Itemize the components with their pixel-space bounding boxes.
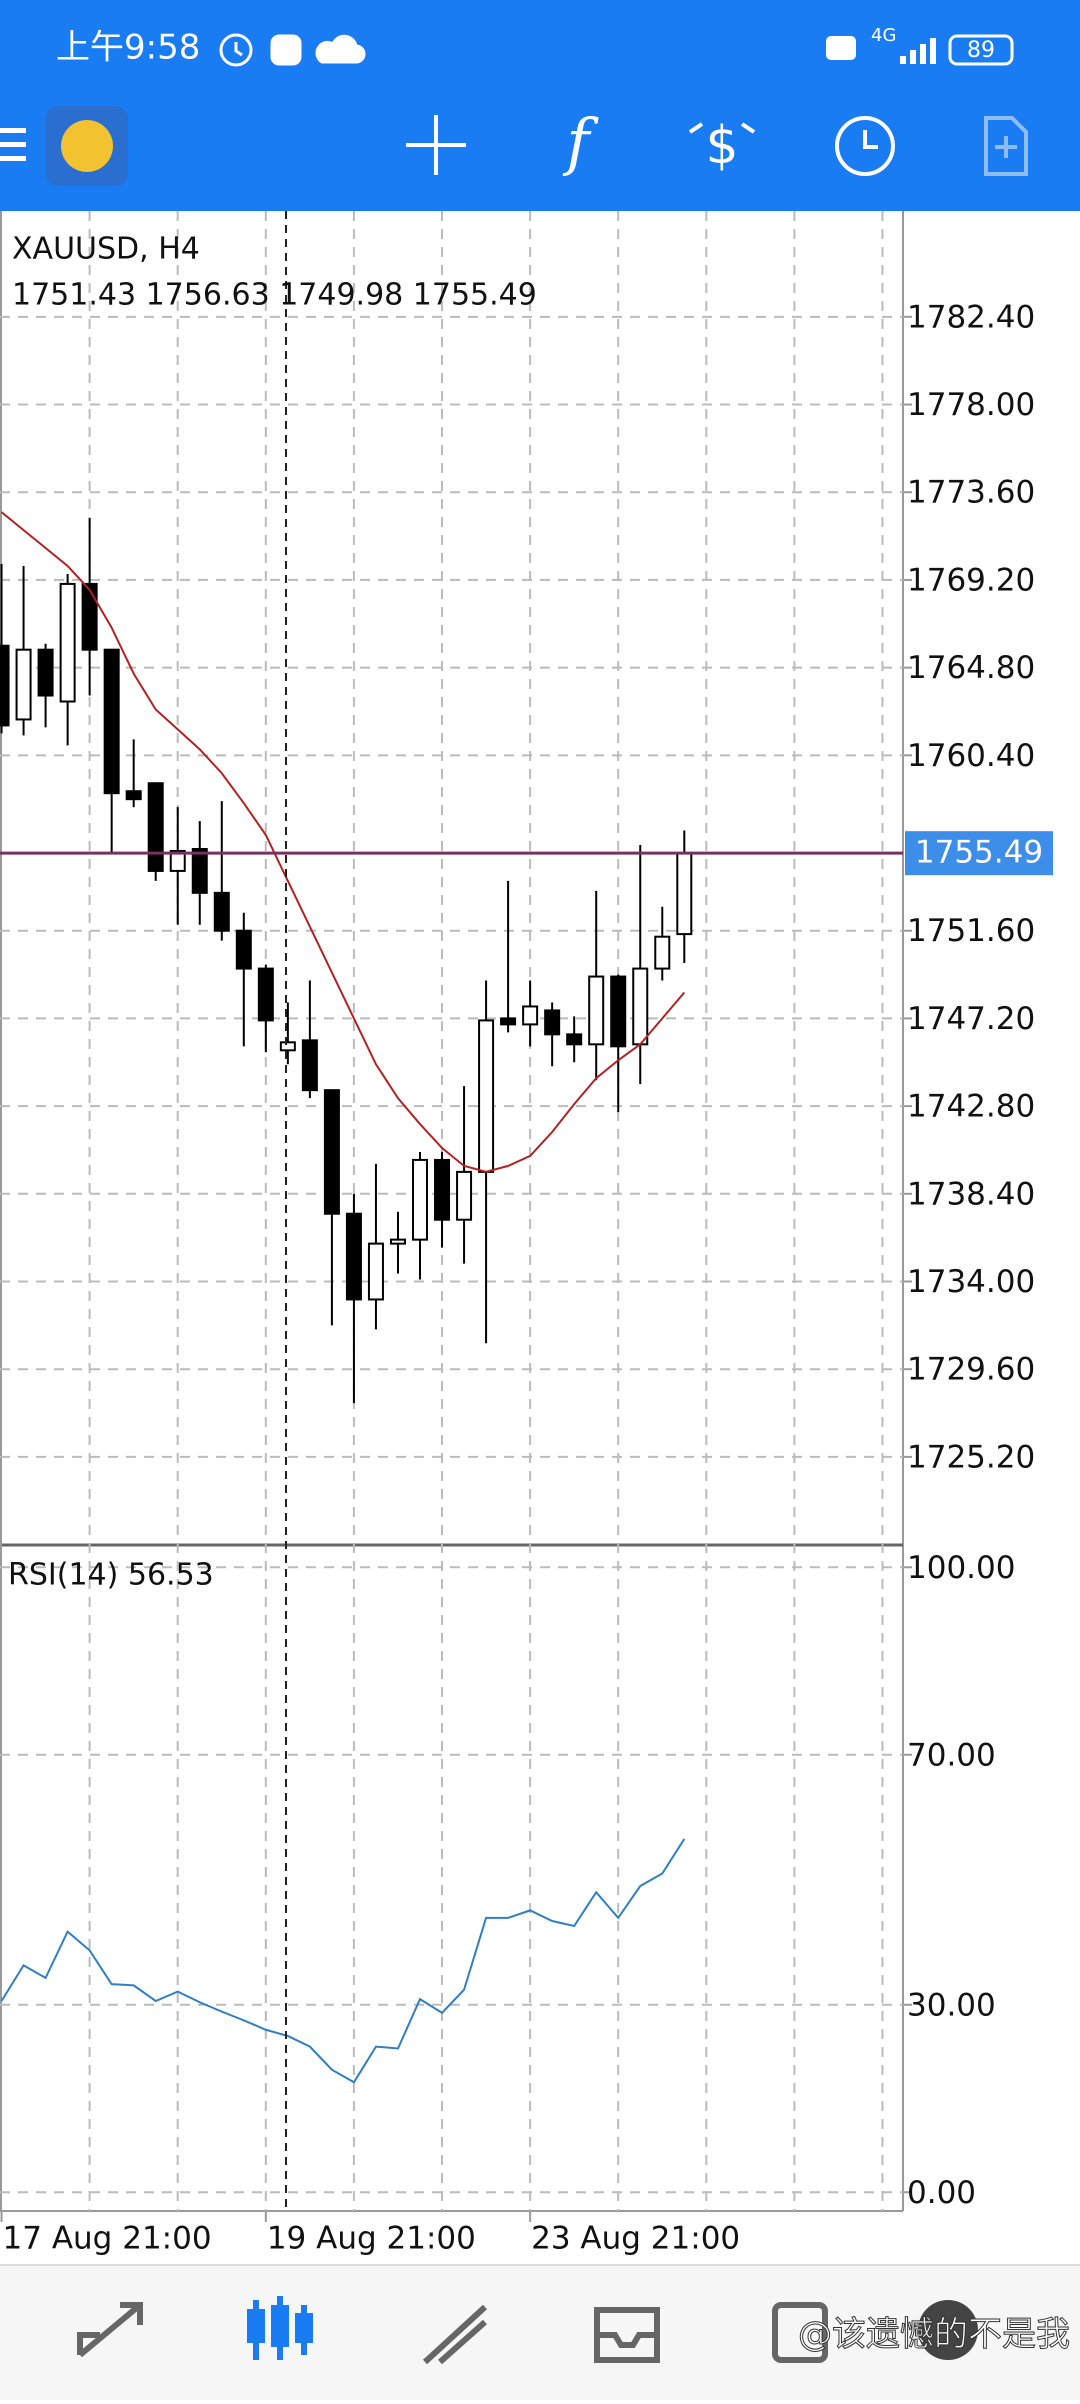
y-tick-label: 1773.60	[907, 475, 1035, 511]
candle-body	[478, 1019, 495, 1173]
y-tick-label: 0.00	[907, 2175, 976, 2211]
trade-arrows	[688, 122, 756, 134]
axes: 1725.20 1729.60 1734.00 1738.40 1742.80 1747.…	[0, 299, 1053, 2257]
candle-body	[522, 1005, 539, 1026]
status-icons	[219, 33, 366, 67]
rsi-title: RSI(14) 56.53	[8, 1558, 214, 1593]
last-price-label: 1755.49	[915, 835, 1043, 871]
y-tick-label: 1734.00	[907, 1264, 1035, 1300]
candle-body	[676, 852, 693, 936]
y-tick-label: 1742.80	[907, 1089, 1035, 1125]
nav-quotes[interactable]	[77, 2302, 143, 2358]
candle-body	[367, 1242, 384, 1301]
candle-body	[191, 847, 208, 894]
logo-globe	[61, 120, 113, 172]
plus-sign	[995, 136, 1017, 158]
candle-body	[59, 582, 76, 703]
candle-body	[147, 782, 164, 872]
chart-title: XAUUSD, H4	[12, 232, 200, 267]
chart-area	[0, 211, 1080, 2265]
candle-body	[81, 582, 98, 651]
trade-button[interactable]: $	[705, 116, 738, 176]
watermark: @该遗憾的不是我	[798, 2315, 1070, 2355]
candle-body	[323, 1089, 340, 1215]
status-network: 4G	[871, 25, 896, 46]
candle-body	[103, 648, 120, 795]
candle-body	[301, 1039, 318, 1092]
y-tick-label: 1769.20	[907, 562, 1035, 598]
candle-body	[125, 790, 142, 801]
nav-icons	[77, 2296, 978, 2365]
nav-trade[interactable]	[422, 2304, 488, 2365]
moving-average	[0, 511, 686, 1173]
rsi-plot	[0, 1566, 903, 2194]
candle-body	[0, 644, 10, 727]
candle-body	[169, 849, 186, 872]
crosshair-button[interactable]	[406, 115, 466, 175]
y-tick-label: 1725.20	[907, 1439, 1035, 1475]
candle-body	[632, 967, 649, 1046]
nav-chart[interactable]	[247, 2296, 313, 2360]
y-tick-label: 1760.40	[907, 738, 1035, 774]
x-tick-label: 23 Aug 21:00	[531, 2221, 740, 2257]
bottom-nav	[0, 2265, 1080, 2400]
nav-settings[interactable]	[918, 2300, 978, 2360]
rsi-line	[0, 1838, 686, 2084]
x-tick-label: 19 Aug 21:00	[267, 2221, 476, 2257]
candle-body	[566, 1033, 583, 1046]
candle-body	[235, 929, 252, 970]
y-tick-label: 1778.00	[907, 387, 1035, 423]
y-tick-label: 1747.20	[907, 1001, 1035, 1037]
battery-level: 89	[967, 38, 995, 63]
candle-body	[434, 1158, 451, 1221]
x-tick-label: 17 Aug 21:00	[3, 2221, 212, 2257]
status-time: 上午9:58	[56, 28, 200, 68]
hd-icon	[826, 36, 856, 60]
candle-body	[500, 1017, 517, 1026]
candle-body	[279, 1041, 296, 1052]
candle-body	[213, 891, 230, 932]
battery	[948, 34, 1014, 66]
y-tick-label: 30.00	[907, 1987, 996, 2023]
y-tick-label: 1729.60	[907, 1352, 1035, 1388]
menu-button[interactable]	[0, 128, 26, 161]
header	[0, 0, 1080, 211]
candle-body	[588, 975, 605, 1046]
nav-history[interactable]	[594, 2307, 660, 2363]
timeframe-button[interactable]	[835, 116, 895, 176]
y-tick-label: 1738.40	[907, 1176, 1035, 1212]
nav-messages[interactable]	[772, 2302, 828, 2363]
candle-body	[654, 935, 671, 970]
candle-body	[257, 967, 274, 1022]
candle-body	[37, 648, 54, 697]
candle-body	[610, 975, 627, 1048]
ohlc-readout: 1751.43 1756.63 1749.98 1755.49	[12, 278, 537, 313]
y-tick-label: 1764.80	[907, 650, 1035, 686]
y-tick-label: 1782.40	[907, 299, 1035, 335]
clock-hands	[863, 130, 878, 149]
candle-body	[544, 1009, 561, 1036]
candle-body	[456, 1170, 473, 1221]
new-chart-button[interactable]	[984, 116, 1028, 176]
candle-body	[345, 1212, 362, 1301]
candle-body	[389, 1238, 406, 1245]
price-plot	[0, 315, 903, 1458]
signal-icon	[900, 38, 936, 64]
y-tick-label: 70.00	[907, 1737, 996, 1773]
y-tick-label: 100.00	[907, 1550, 1015, 1586]
candle-body	[412, 1158, 429, 1241]
y-tick-label: 1751.60	[907, 913, 1035, 949]
last-price-box	[905, 831, 1053, 876]
candle-body	[15, 648, 32, 721]
